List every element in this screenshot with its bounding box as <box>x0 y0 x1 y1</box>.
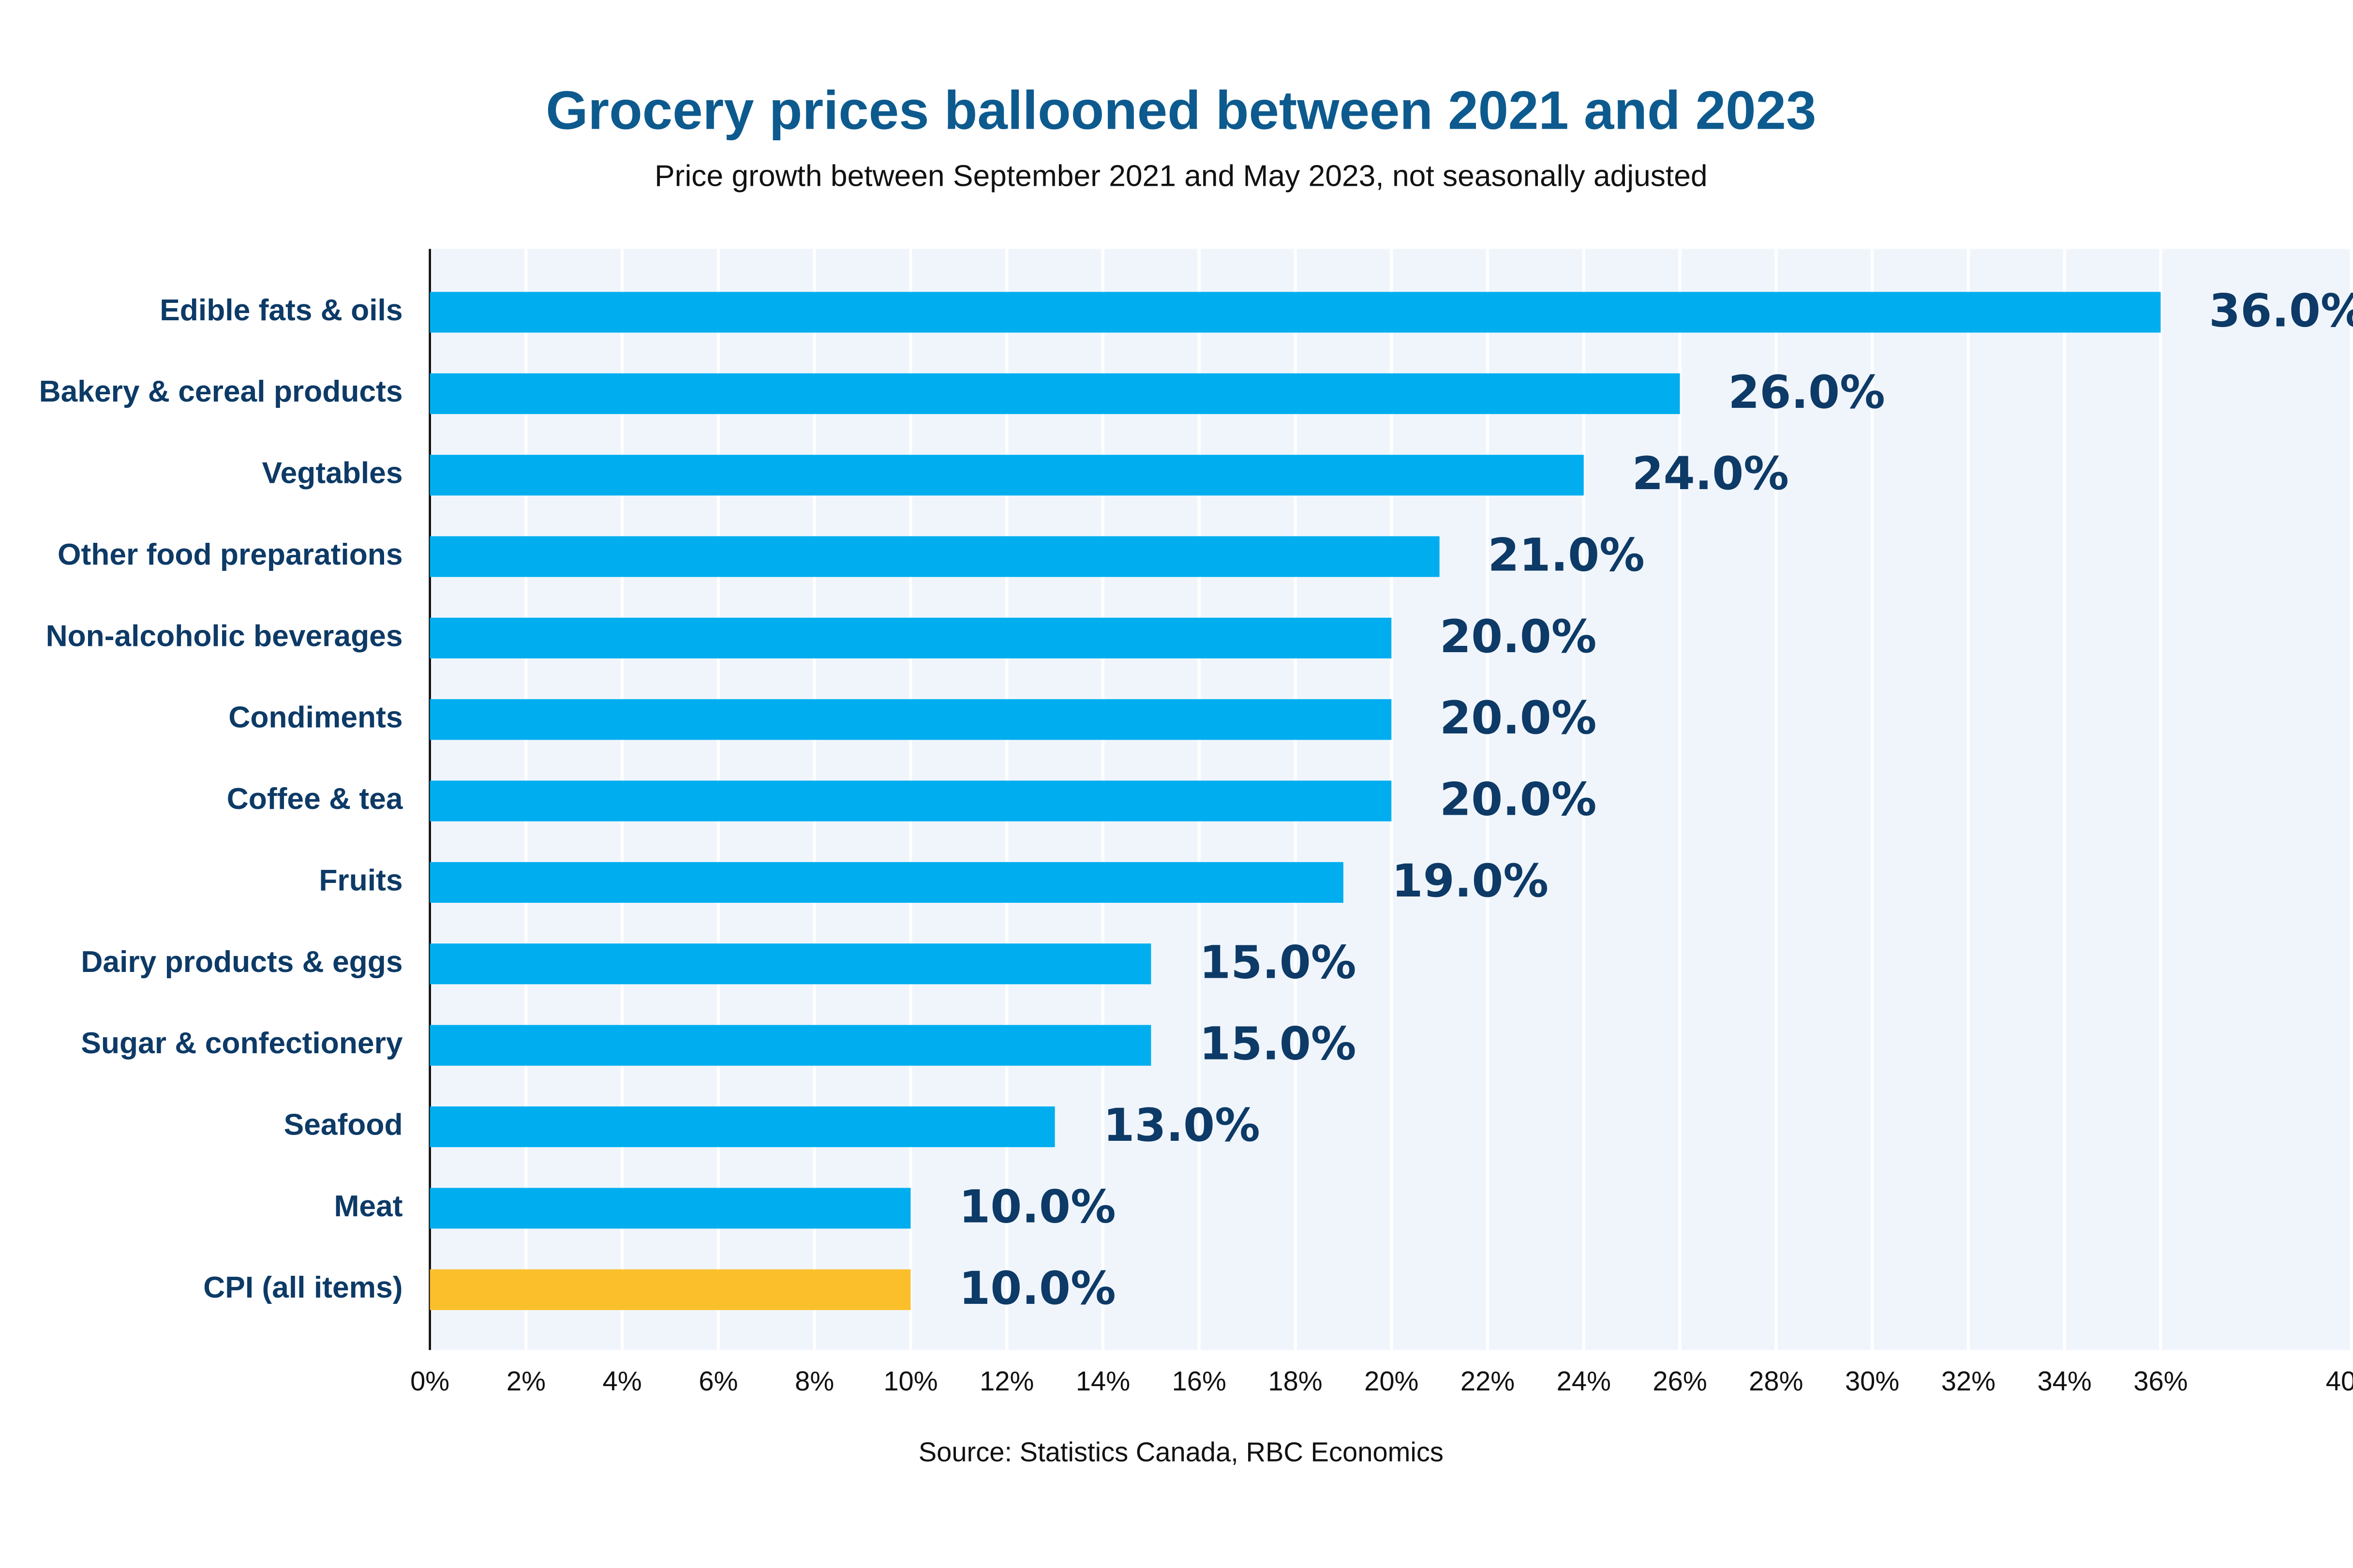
x-tick-label: 4% <box>603 1366 642 1396</box>
x-tick-label: 8% <box>795 1366 834 1396</box>
category-label: Sugar & confectionery <box>81 1027 402 1060</box>
x-tick-label: 12% <box>980 1366 1034 1396</box>
bar <box>430 455 1584 496</box>
value-label: 20.0% <box>1440 611 1596 663</box>
value-label: 36.0% <box>2209 284 2353 337</box>
x-tick-label: 6% <box>699 1366 738 1396</box>
x-tick-label: 34% <box>2037 1366 2091 1396</box>
bar <box>430 1106 1055 1148</box>
bar <box>430 780 1392 821</box>
value-label: 26.0% <box>1728 366 1885 419</box>
x-tick-label: 0% <box>410 1366 449 1396</box>
category-label: Bakery & cereal products <box>39 375 403 408</box>
bar <box>430 943 1151 985</box>
value-label: 15.0% <box>1199 1018 1356 1071</box>
category-label: CPI (all items) <box>203 1271 402 1304</box>
bar <box>430 1025 1151 1066</box>
category-label: Edible fats & oils <box>160 294 402 327</box>
x-tick-label: 36% <box>2133 1366 2188 1396</box>
category-label: Dairy products & eggs <box>81 945 402 979</box>
bar <box>430 617 1392 658</box>
x-tick-label: 18% <box>1268 1366 1322 1396</box>
x-tick-label: 30% <box>1845 1366 1899 1396</box>
x-tick-label: 28% <box>1749 1366 1803 1396</box>
value-label: 20.0% <box>1440 692 1596 745</box>
x-tick-label: 16% <box>1172 1366 1226 1396</box>
x-tick-label: 24% <box>1557 1366 1611 1396</box>
x-tick-label: 20% <box>1364 1366 1418 1396</box>
category-label: Condiments <box>228 701 402 734</box>
x-tick-label: 2% <box>506 1366 546 1396</box>
category-label: Meat <box>334 1190 402 1223</box>
x-tick-label: 14% <box>1076 1366 1130 1396</box>
category-label: Fruits <box>319 864 402 897</box>
chart-subtitle: Price growth between September 2021 and … <box>655 159 1708 193</box>
category-label: Other food preparations <box>58 538 403 571</box>
value-label: 10.0% <box>959 1180 1116 1233</box>
bar <box>430 536 1440 577</box>
bar <box>430 292 2161 333</box>
value-label: 15.0% <box>1199 936 1356 989</box>
bar <box>430 373 1680 414</box>
value-label: 10.0% <box>959 1262 1116 1315</box>
value-label: 21.0% <box>1488 529 1644 582</box>
category-label: Seafood <box>284 1108 403 1141</box>
category-label: Non-alcoholic beverages <box>46 619 403 653</box>
x-tick-label: 22% <box>1460 1366 1515 1396</box>
value-label: 13.0% <box>1103 1099 1260 1152</box>
x-tick-label: 26% <box>1653 1366 1707 1396</box>
x-tick-label: 32% <box>1941 1366 1996 1396</box>
category-label: Coffee & tea <box>227 782 403 816</box>
x-tick-label: 10% <box>883 1366 938 1396</box>
bar <box>430 699 1392 740</box>
source-note: Source: Statistics Canada, RBC Economics <box>919 1436 1444 1467</box>
bar <box>430 1269 911 1310</box>
bar <box>430 862 1343 903</box>
value-label: 20.0% <box>1440 774 1596 826</box>
bar <box>430 1188 911 1229</box>
chart-title: Grocery prices ballooned between 2021 an… <box>546 80 1816 141</box>
x-tick-label: 40% <box>2326 1366 2353 1396</box>
value-label: 19.0% <box>1392 855 1549 908</box>
category-label: Vegtables <box>262 457 402 490</box>
value-label: 24.0% <box>1632 448 1789 500</box>
